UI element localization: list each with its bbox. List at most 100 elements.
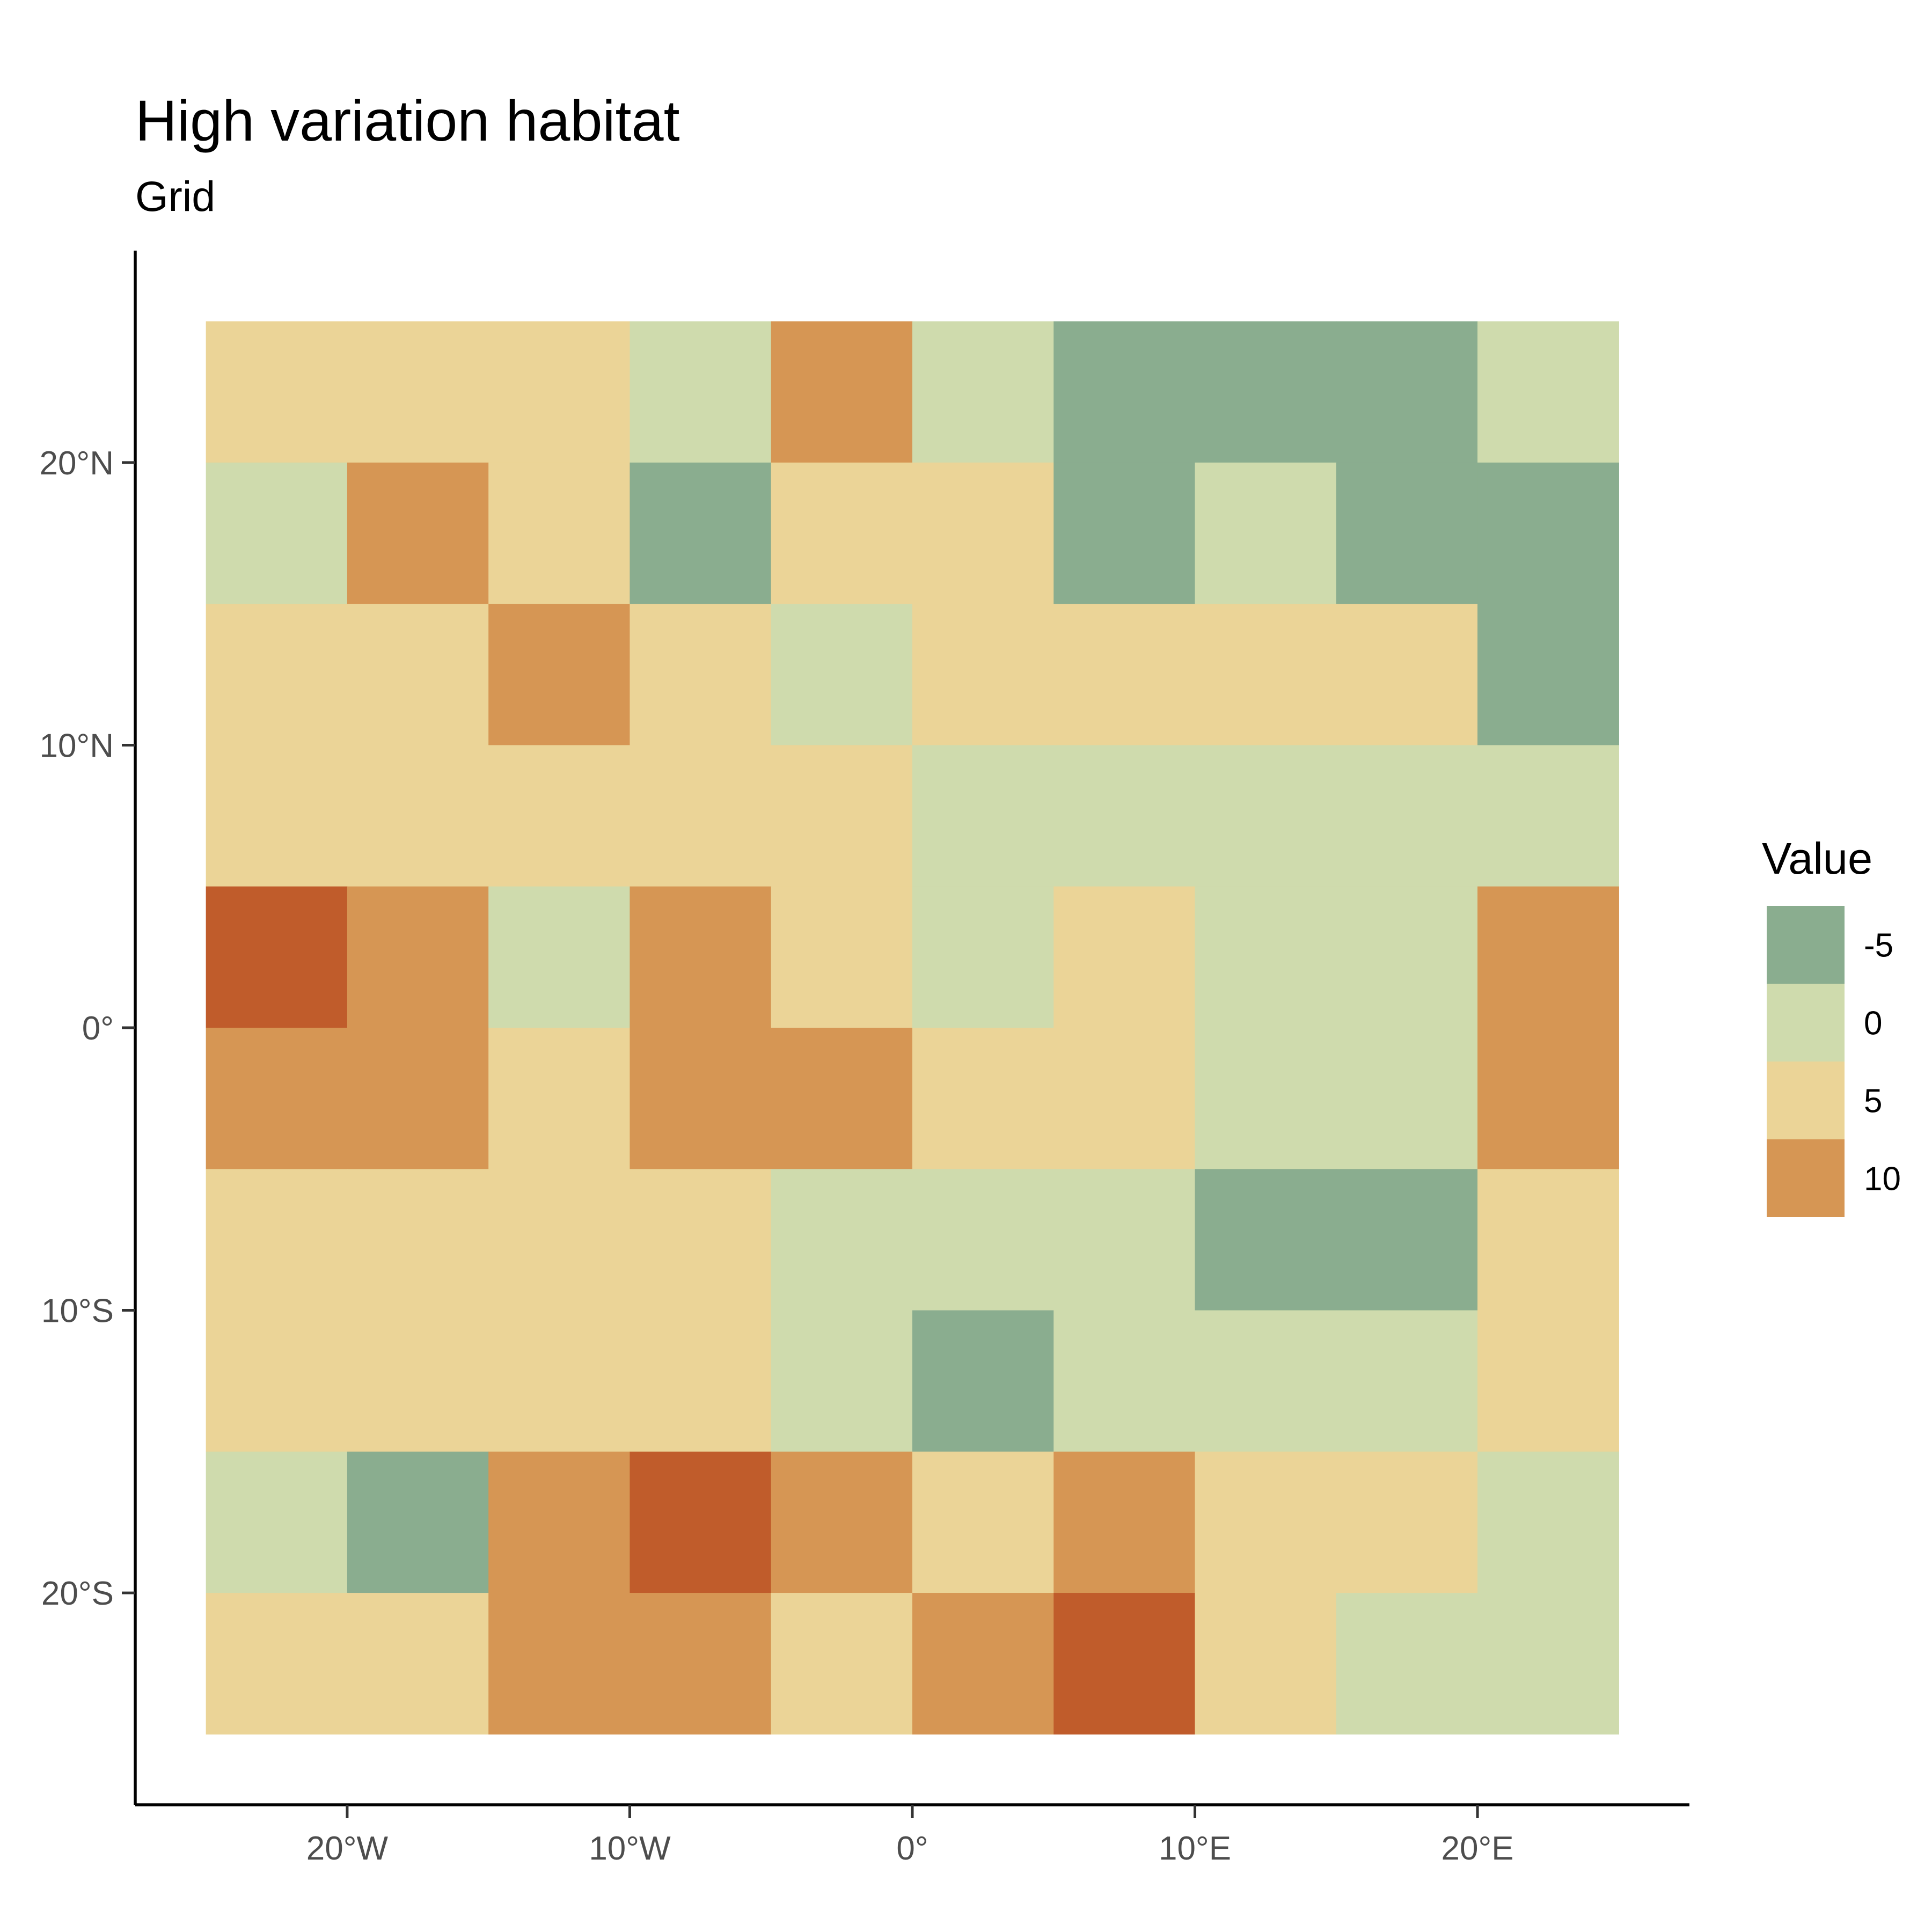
- heatmap-cell: [630, 604, 772, 746]
- heatmap-cell: [347, 1310, 489, 1452]
- y-axis-ticks: 20°N 10°N 0° 10°S 20°S: [39, 445, 135, 1612]
- heatmap-cell: [488, 1593, 631, 1735]
- heatmap-cell: [912, 1169, 1054, 1311]
- x-tick-label: 10°W: [589, 1830, 671, 1867]
- heatmap-cell: [206, 1451, 348, 1593]
- y-tick-label: 20°N: [39, 445, 114, 482]
- heatmap-cell: [1195, 604, 1337, 746]
- heatmap-cell: [1336, 1310, 1478, 1452]
- x-tick-label: 0°: [896, 1830, 928, 1867]
- heatmap-cell: [771, 1028, 913, 1169]
- heatmap-cell: [488, 462, 631, 604]
- heatmap-cell: [912, 1451, 1054, 1593]
- heatmap-cell: [1336, 462, 1478, 604]
- heatmap-cell: [347, 1593, 489, 1735]
- heatmap-cell: [488, 1169, 631, 1311]
- y-tick-label: 10°S: [41, 1293, 114, 1330]
- heatmap-cell: [912, 1028, 1054, 1169]
- x-tick-label: 20°W: [306, 1830, 389, 1867]
- heatmap-cell: [1195, 462, 1337, 604]
- x-axis-ticks: 20°W 10°W 0° 10°E 20°E: [306, 1805, 1514, 1867]
- heatmap-cell: [1195, 321, 1337, 463]
- heatmap-cell: [1053, 886, 1196, 1028]
- heatmap-cell: [1477, 886, 1619, 1028]
- heatmap-cell: [771, 745, 913, 887]
- heatmap-cell: [912, 745, 1054, 887]
- heatmap-cell: [1195, 745, 1337, 887]
- x-tick-label: 10°E: [1159, 1830, 1231, 1867]
- heatmap-cell: [630, 1028, 772, 1169]
- heatmap-cell: [206, 1169, 348, 1311]
- heatmap-cell: [488, 1310, 631, 1452]
- legend-swatch: [1767, 984, 1845, 1062]
- heatmap-cell: [1053, 1310, 1196, 1452]
- heatmap-cell: [206, 1028, 348, 1169]
- heatmap-cell: [771, 1451, 913, 1593]
- heatmap-cell: [1336, 886, 1478, 1028]
- chart-title: High variation habitat: [135, 88, 680, 153]
- heatmap-cell: [488, 1028, 631, 1169]
- legend-swatch: [1767, 1139, 1845, 1217]
- legend-label: 0: [1864, 1005, 1882, 1042]
- heatmap-cell: [347, 1169, 489, 1311]
- heatmap-cell: [206, 886, 348, 1028]
- heatmap-cell: [912, 886, 1054, 1028]
- heatmap-cell: [630, 462, 772, 604]
- heatmap-cell: [347, 1028, 489, 1169]
- heatmap-cell: [347, 604, 489, 746]
- heatmap-cell: [206, 1310, 348, 1452]
- heatmap-cell: [1053, 745, 1196, 887]
- legend-label: 10: [1864, 1161, 1901, 1198]
- heatmap-cell: [206, 321, 348, 463]
- legend-label: -5: [1864, 927, 1893, 964]
- heatmap-cell: [1336, 1028, 1478, 1169]
- legend-swatch: [1767, 1062, 1845, 1139]
- heatmap-cell: [771, 1593, 913, 1735]
- heatmap-cell: [630, 321, 772, 463]
- y-tick-label: 10°N: [39, 727, 114, 764]
- heatmap-cell: [488, 1451, 631, 1593]
- heatmap-cell: [1336, 321, 1478, 463]
- heatmap-cell: [771, 1169, 913, 1311]
- heatmap-cell: [1053, 1028, 1196, 1169]
- heatmap-cell: [1195, 1593, 1337, 1735]
- heatmap-cell: [347, 462, 489, 604]
- legend: Value -5 0 5 10: [1762, 833, 1901, 1217]
- y-tick-label: 0°: [82, 1010, 114, 1047]
- heatmap-cell: [912, 321, 1054, 463]
- heatmap-cell: [1053, 1593, 1196, 1735]
- heatmap-cell: [1477, 1310, 1619, 1452]
- heatmap-cell: [488, 745, 631, 887]
- legend-keys: -5 0 5 10: [1767, 906, 1901, 1217]
- heatmap-cell: [1195, 1451, 1337, 1593]
- heatmap-cell: [1053, 321, 1196, 463]
- heatmap-cell: [1477, 1169, 1619, 1311]
- heatmap-cell: [347, 321, 489, 463]
- heatmap-cell: [1336, 604, 1478, 746]
- heatmap-cell: [1195, 1028, 1337, 1169]
- heatmap-cell: [488, 321, 631, 463]
- heatmap-cell: [1477, 745, 1619, 887]
- heatmap-cell: [771, 1310, 913, 1452]
- chart-subtitle: Grid: [135, 172, 215, 220]
- heatmap-cell: [1477, 1028, 1619, 1169]
- heatmap-cell: [1336, 1451, 1478, 1593]
- heatmap-cell: [630, 886, 772, 1028]
- heatmap-cell: [1336, 745, 1478, 887]
- heatmap-cell: [630, 1169, 772, 1311]
- heatmap-cell: [630, 745, 772, 887]
- heatmap-cell: [912, 604, 1054, 746]
- heatmap-cell: [347, 1451, 489, 1593]
- heatmap-cells: [206, 321, 1619, 1735]
- heatmap-cell: [1477, 1451, 1619, 1593]
- heatmap-cell: [206, 1593, 348, 1735]
- heatmap-cell: [206, 745, 348, 887]
- heatmap-cell: [1477, 1593, 1619, 1735]
- heatmap-cell: [1336, 1593, 1478, 1735]
- heatmap-cell: [488, 604, 631, 746]
- legend-label: 5: [1864, 1083, 1882, 1120]
- heatmap-cell: [1336, 1169, 1478, 1311]
- heatmap-cell: [1195, 1310, 1337, 1452]
- heatmap-cell: [1195, 886, 1337, 1028]
- heatmap-cell: [771, 321, 913, 463]
